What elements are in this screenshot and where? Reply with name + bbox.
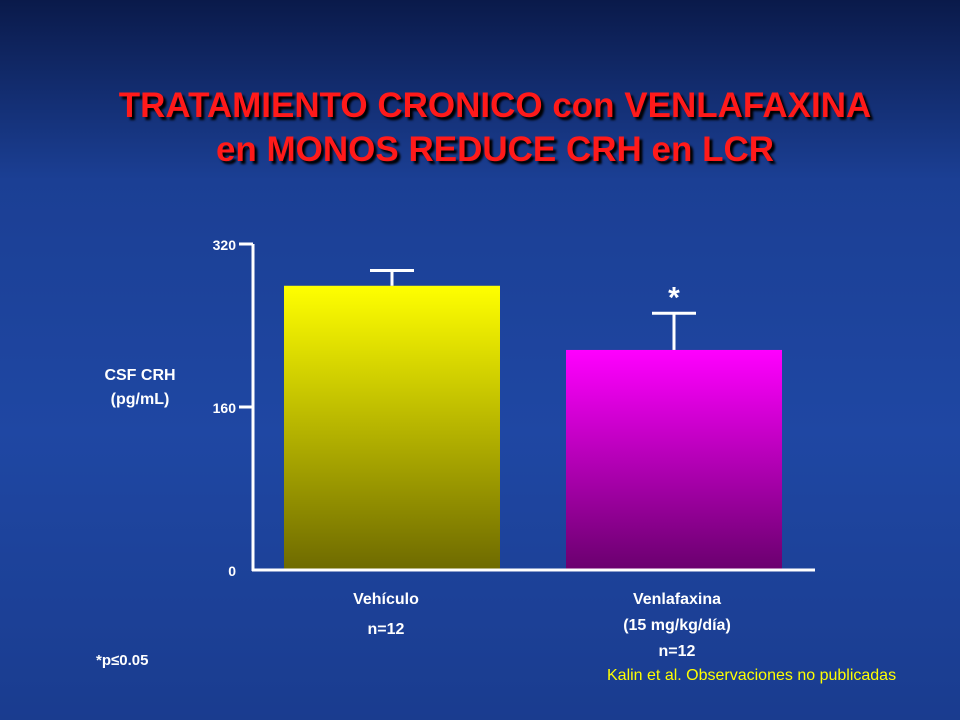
category-label-vehiculo: Vehículo n=12 bbox=[266, 587, 506, 643]
category-label-venlafaxina: Venlafaxina (15 mg/kg/día) n=12 bbox=[557, 587, 797, 665]
y-axis-label: CSF CRH (pg/mL) bbox=[90, 364, 190, 412]
category-n: n=12 bbox=[658, 643, 696, 660]
citation: Kalin et al. Observaciones no publicadas bbox=[607, 667, 897, 684]
bar-2 bbox=[566, 349, 782, 570]
category-name: Vehículo bbox=[353, 591, 419, 608]
slide-title: TRATAMIENTO CRONICO con VENLAFAXINA en M… bbox=[0, 84, 960, 172]
y-axis-label-line-2: (pg/mL) bbox=[110, 391, 170, 408]
y-tick-label-160: 160 bbox=[213, 400, 237, 416]
category-dose: (15 mg/kg/día) bbox=[623, 617, 731, 634]
significance-note: *p≤0.05 bbox=[96, 652, 149, 669]
significance-marker-2: * bbox=[668, 281, 680, 314]
y-axis-label-line-1: CSF CRH bbox=[104, 367, 176, 384]
y-tick-label-320: 320 bbox=[213, 237, 237, 253]
title-line-2: en MONOS REDUCE CRH en LCR bbox=[215, 130, 775, 169]
category-name: Venlafaxina bbox=[632, 591, 722, 608]
title-line-1: TRATAMIENTO CRONICO con VENLAFAXINA bbox=[118, 86, 872, 125]
bar-1 bbox=[284, 285, 500, 570]
y-tick-label-0: 0 bbox=[228, 563, 236, 579]
category-n: n=12 bbox=[367, 621, 405, 638]
